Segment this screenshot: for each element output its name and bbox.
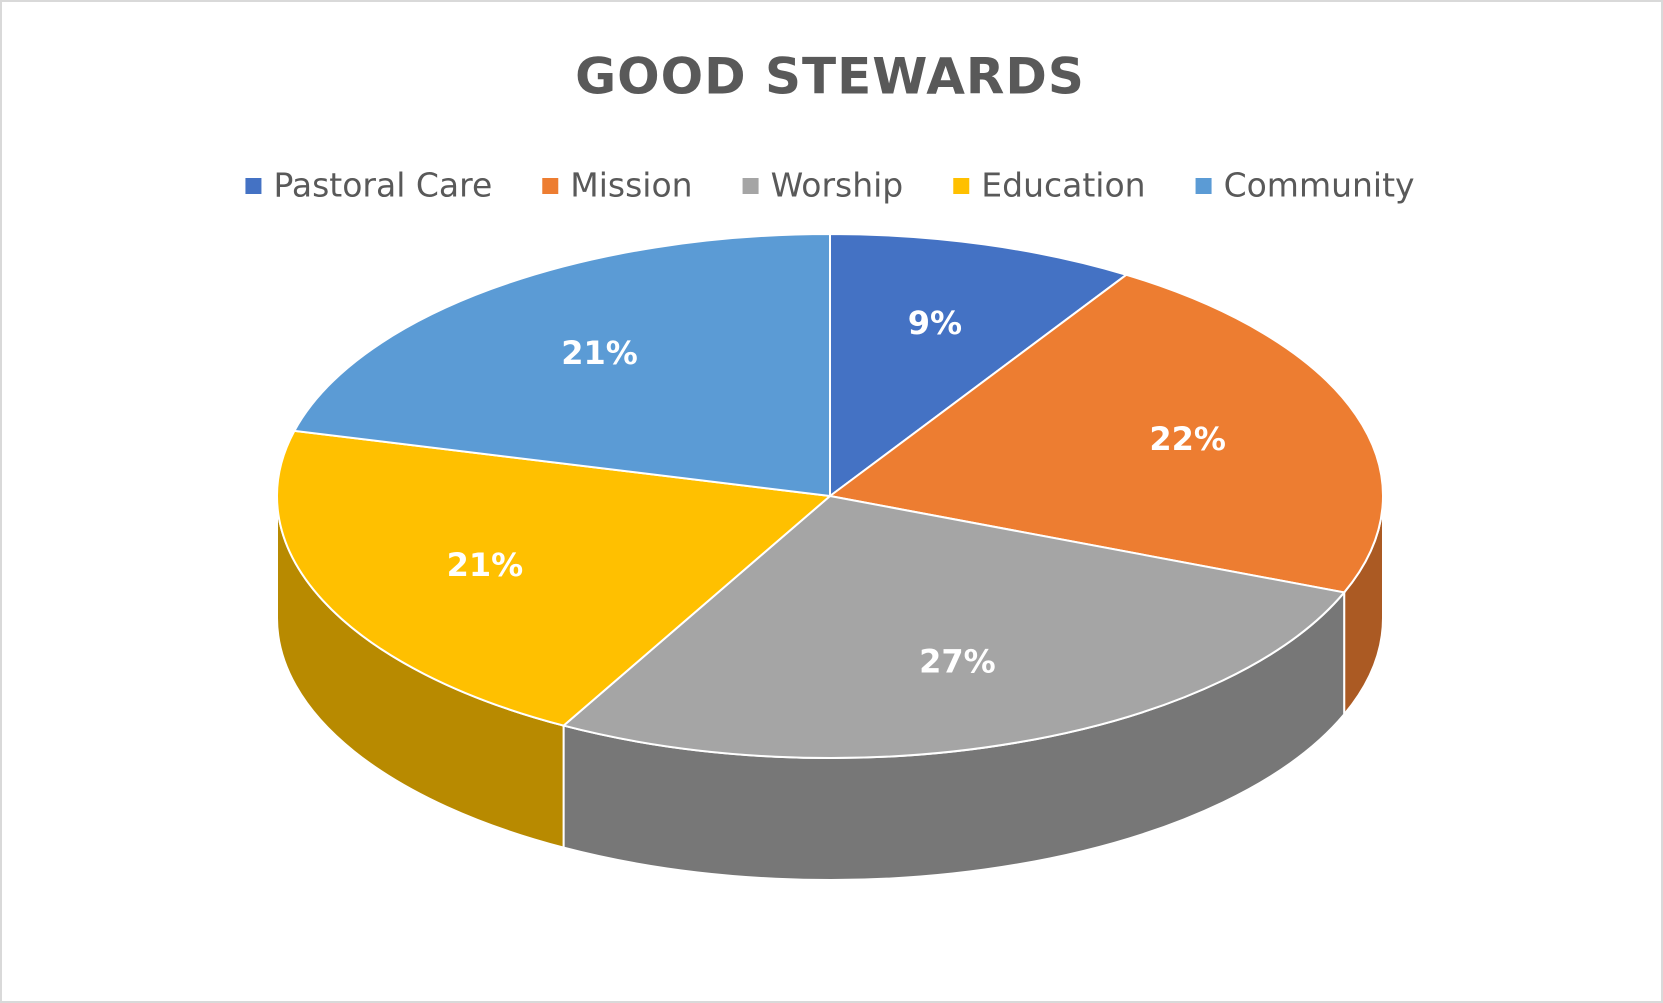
chart-title: GOOD STEWARDS (575, 48, 1085, 106)
legend-label: Worship (771, 166, 904, 205)
data-label: 27% (919, 643, 996, 681)
data-label: 21% (561, 334, 638, 372)
slice (561, 494, 1347, 759)
legend: Pastoral Care Mission Worship Education Comm… (245, 166, 1415, 205)
pie-tops (276, 232, 1384, 759)
slice (276, 429, 833, 727)
data-label: 22% (1149, 420, 1226, 458)
legend-label: Education (981, 166, 1145, 205)
legend-label: Pastoral Care (273, 166, 492, 205)
legend-swatch (1195, 178, 1212, 194)
data-label: 21% (447, 546, 524, 584)
slice (827, 273, 1384, 594)
slice (829, 232, 1129, 498)
slice (292, 232, 831, 498)
legend-swatch (245, 178, 262, 194)
legend-label: Community (1224, 166, 1415, 205)
legend-swatch (953, 178, 970, 194)
legend-swatch (742, 178, 759, 194)
legend-swatch (542, 178, 559, 194)
data-labels: 9% 22% 27% 21% 21% (447, 304, 1226, 681)
legend-label: Mission (570, 166, 692, 205)
data-label: 9% (908, 304, 962, 342)
